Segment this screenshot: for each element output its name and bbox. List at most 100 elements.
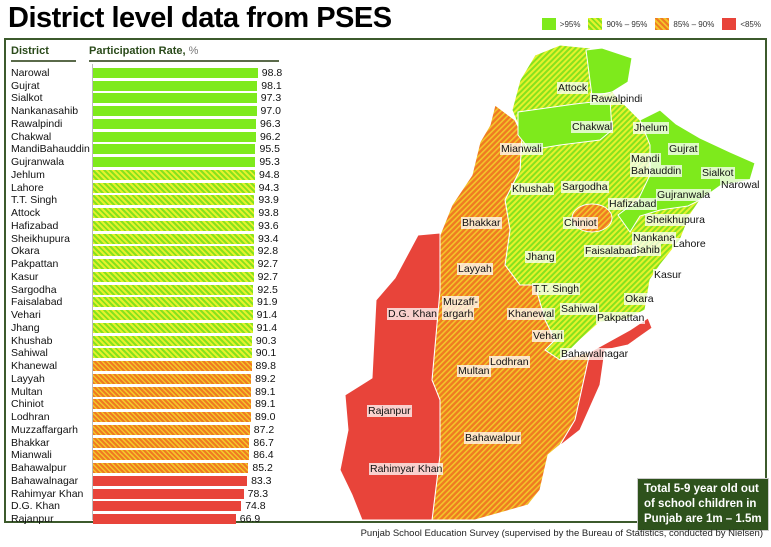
bar-axis — [92, 64, 93, 520]
legend-label: >95% — [559, 19, 581, 29]
district-label: Rahimyar Khan — [11, 487, 84, 500]
district-label: Vehari — [11, 309, 41, 322]
bar — [93, 169, 255, 180]
legend-label: 90% – 95% — [606, 19, 648, 29]
bar — [93, 131, 256, 142]
bar — [93, 182, 255, 193]
bar — [93, 93, 257, 104]
value-label: 93.9 — [258, 194, 279, 207]
district-label: Gujranwala — [11, 156, 65, 169]
map-district-label: Khushab — [511, 183, 555, 195]
value-label: 94.3 — [258, 181, 280, 194]
map-district-label: Okara — [624, 293, 655, 305]
map-district-label: Bahawalnagar — [560, 348, 630, 360]
value-label: 96.3 — [260, 117, 281, 130]
value-label: 90.3 — [255, 334, 277, 347]
map-district-label: Lahore — [672, 238, 707, 250]
value-label: 85.2 — [252, 462, 273, 475]
district-label: Nankanasahib — [11, 105, 79, 118]
value-label: 95.3 — [259, 156, 280, 169]
bar — [93, 412, 251, 423]
legend-swatch — [722, 18, 737, 30]
map-district-label: T.T. Singh — [532, 283, 581, 295]
map-district-label: Multan — [457, 365, 491, 377]
map-district-label: Mianwali — [500, 143, 543, 155]
district-label: Gujrat — [11, 79, 40, 92]
map-district-label: Sheikhupura — [645, 214, 706, 226]
value-label: 93.8 — [258, 207, 279, 220]
map-district-label: Chiniot — [563, 217, 598, 229]
bar — [93, 463, 249, 474]
map-district-label: Sahiwal — [560, 303, 599, 315]
summary-note: Total 5-9 year old out of school childre… — [637, 478, 769, 531]
value-label: 98.1 — [261, 79, 282, 92]
district-label: Okara — [11, 245, 40, 258]
legend-item: <85% — [722, 18, 761, 30]
legend-swatch — [588, 18, 603, 30]
district-label: Kasur — [11, 270, 39, 283]
map-district-label: Hafizabad — [608, 198, 658, 210]
map-district-label: Vehari — [532, 330, 564, 342]
map-district-label: Narowal — [720, 179, 761, 191]
map-district-label: Faisalabad — [584, 245, 638, 257]
value-label: 96.2 — [259, 130, 281, 143]
legend-item: 90% – 95% — [588, 18, 647, 30]
bar — [93, 437, 250, 448]
map-district-label: Gujrat — [668, 143, 699, 155]
district-label: Bahawalnagar — [11, 474, 79, 487]
bar — [93, 68, 258, 78]
district-label: T.T. Singh — [11, 194, 58, 207]
value-label: 91.4 — [256, 309, 278, 322]
bar — [93, 386, 252, 397]
page-title: District level data from PSES — [8, 2, 392, 34]
bar — [93, 488, 244, 499]
bar — [93, 246, 254, 257]
value-label: 97.0 — [260, 105, 281, 118]
bar — [93, 195, 255, 206]
legend: >95% 90% – 95% 85% – 90% <85% — [541, 18, 761, 30]
bar — [93, 233, 255, 244]
legend-item: 85% – 90% — [655, 18, 714, 30]
value-label: 93.4 — [258, 232, 279, 245]
map-district-label: Sargodha — [561, 181, 609, 193]
bar — [93, 322, 253, 333]
bar — [93, 424, 250, 435]
district-label: Rawalpindi — [11, 117, 63, 130]
note-line: Total 5-9 year old out — [644, 483, 759, 495]
map-district-label: Sahib — [632, 244, 661, 256]
map-district-label: Bahawalpur — [464, 432, 522, 444]
map-district-label: Lodhran — [489, 356, 530, 368]
bar — [93, 361, 252, 372]
map-district-label: Khanewal — [507, 308, 556, 320]
district-label: Hafizabad — [11, 219, 59, 232]
value-label: 83.3 — [251, 474, 272, 487]
map-district-label: Pakpattan — [596, 312, 646, 324]
bar — [93, 271, 254, 282]
legend-item: >95% — [541, 18, 581, 30]
map-district-label: Attock — [557, 82, 589, 94]
value-label: 92.8 — [257, 245, 279, 258]
district-header: District — [11, 45, 76, 62]
bar — [93, 348, 252, 359]
value-label: 89.1 — [255, 385, 276, 398]
value-label: 86.4 — [253, 449, 274, 462]
map-district-label: Nankana — [632, 232, 677, 244]
district-label: Sialkot — [11, 92, 43, 105]
map-district-label: Layyah — [457, 263, 493, 275]
legend-label: 85% – 90% — [673, 19, 715, 29]
bar — [93, 310, 253, 321]
map-district-label: Chakwal — [571, 121, 614, 133]
bar — [93, 220, 255, 231]
value-label: 94.8 — [259, 168, 280, 181]
value-label: 97.3 — [260, 92, 282, 105]
value-label: 91.9 — [257, 296, 278, 309]
map-district-label: Sialkot — [701, 167, 735, 179]
bar — [93, 106, 257, 117]
value-label: 66.9 — [239, 513, 261, 525]
region-red-west — [339, 232, 441, 521]
map-district-label: argarh — [442, 308, 475, 320]
district-label: Faisalabad — [11, 296, 63, 309]
district-label: Multan — [11, 385, 43, 398]
map-district-label: Rahimyar Khan — [369, 463, 444, 475]
